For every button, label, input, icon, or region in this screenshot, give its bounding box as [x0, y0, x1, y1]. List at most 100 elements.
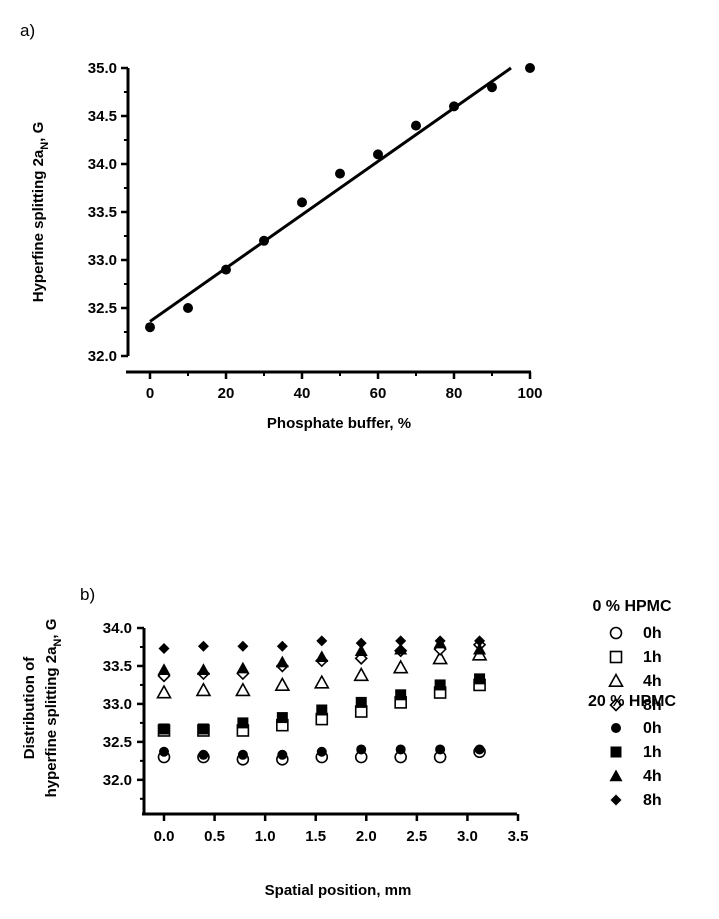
series-0-hpmc4h — [156, 646, 488, 699]
data-point — [196, 663, 210, 675]
legend-label: 4h — [643, 768, 662, 785]
legend-marker — [610, 746, 622, 758]
data-point — [158, 723, 170, 735]
data-point — [237, 717, 249, 729]
chart-b-x-axis: 0.0 0.5 1.0 1.5 2.0 2.5 3.0 3.5 — [142, 812, 529, 845]
data-point — [449, 101, 459, 112]
data-point — [434, 679, 446, 691]
legend-marker — [609, 650, 623, 664]
y-tick-label: 33.5 — [103, 658, 132, 675]
data-point — [356, 744, 367, 755]
data-point — [236, 661, 250, 674]
data-point — [353, 666, 370, 682]
x-tick-label: 0.0 — [154, 828, 175, 845]
data-point — [158, 642, 170, 654]
data-point — [221, 264, 231, 275]
x-tick-label: 3.5 — [508, 828, 529, 845]
chart-b-y-axis-label: Distribution of hyperfine splitting 2aN,… — [21, 619, 64, 798]
legend-label: 0h — [643, 720, 662, 737]
data-point — [411, 120, 421, 131]
chart-b-x-axis-label: Spatial position, mm — [265, 882, 412, 899]
data-point — [354, 644, 368, 656]
data-point — [145, 322, 155, 333]
data-point — [373, 149, 383, 160]
legend-label: 8h — [643, 792, 662, 809]
data-point — [183, 303, 193, 313]
y-tick-label: 33.5 — [88, 204, 117, 221]
x-tick-label: 2.0 — [356, 828, 377, 845]
data-point — [487, 82, 497, 93]
chart-b-plot-area — [156, 635, 488, 766]
legend-marker — [609, 626, 623, 640]
data-point — [315, 650, 329, 663]
data-point — [474, 744, 485, 755]
legend-marker — [608, 672, 624, 688]
data-point — [355, 696, 367, 708]
data-point — [276, 712, 288, 724]
data-point — [316, 746, 327, 757]
chart-a-x-ticks: 0 20 40 60 80 100 — [146, 372, 543, 402]
chart-b-x-ticks: 0.0 0.5 1.0 1.5 2.0 2.5 3.0 3.5 — [154, 814, 529, 845]
y-tick-label: 32.0 — [88, 348, 117, 365]
y-tick-label: 32.5 — [103, 734, 132, 751]
x-tick-label: 80 — [446, 385, 463, 402]
data-point — [195, 682, 212, 697]
data-point — [316, 704, 328, 716]
legend-label: 1h — [643, 649, 662, 666]
legend-label: 4h — [643, 673, 662, 690]
data-point — [297, 197, 307, 208]
series-20-hpmc8h — [158, 635, 486, 654]
data-point — [525, 63, 535, 73]
data-point — [473, 642, 487, 655]
series-20-hpmc1h — [158, 673, 486, 735]
data-point — [274, 676, 291, 691]
legend-label: 0h — [643, 625, 662, 642]
data-point — [157, 663, 171, 675]
data-point — [394, 642, 408, 655]
data-point — [335, 168, 345, 179]
y-tick-label: 33.0 — [88, 252, 117, 269]
legend-group-title: 20 % HPMC — [588, 693, 676, 710]
x-tick-label: 60 — [370, 385, 387, 402]
y-tick-label: 33.0 — [103, 696, 132, 713]
data-point — [237, 640, 249, 652]
chart-b-y-axis-label-line2: hyperfine splitting 2aN, G — [43, 619, 64, 798]
x-tick-label: 3.0 — [457, 828, 478, 845]
data-point — [313, 674, 330, 689]
data-point — [237, 749, 248, 760]
data-point — [275, 655, 289, 668]
chart-a-y-ticks: 32.0 32.5 33.0 33.5 34.0 34.5 35.0 — [88, 60, 128, 365]
data-point — [276, 640, 288, 652]
x-tick-label: 1.0 — [255, 828, 276, 845]
data-point — [434, 635, 446, 647]
chart-a-plot-area — [145, 63, 535, 333]
x-tick-label: 40 — [294, 385, 311, 402]
y-tick-label: 34.0 — [88, 156, 117, 173]
data-point — [355, 637, 367, 649]
chart-a-y-axis: 32.0 32.5 33.0 33.5 34.0 34.5 35.0 — [88, 60, 130, 365]
data-point — [474, 673, 486, 685]
legend-marker — [610, 794, 622, 806]
x-tick-label: 0 — [146, 385, 154, 402]
panel-label-b: b) — [80, 585, 95, 604]
data-point — [395, 635, 407, 647]
y-tick-label: 34.5 — [88, 108, 117, 125]
series-20-hpmc4h — [157, 636, 487, 675]
x-tick-label: 0.5 — [204, 828, 225, 845]
data-point — [395, 689, 407, 701]
chart-a-x-axis: 0 20 40 60 80 100 — [126, 370, 543, 402]
x-tick-label: 1.5 — [305, 828, 326, 845]
y-tick-label: 34.0 — [103, 620, 132, 637]
chart-b-y-axis-label-line1: Distribution of — [21, 656, 38, 759]
data-point — [156, 684, 172, 699]
data-point — [235, 682, 251, 697]
data-point — [435, 744, 446, 755]
legend-group-title: 0 % HPMC — [592, 598, 672, 615]
x-tick-label: 20 — [218, 385, 235, 402]
legend-marker — [609, 698, 623, 712]
y-tick-label: 35.0 — [88, 60, 117, 77]
legend-label: 1h — [643, 744, 662, 761]
data-point — [259, 235, 269, 246]
data-point — [159, 746, 169, 757]
